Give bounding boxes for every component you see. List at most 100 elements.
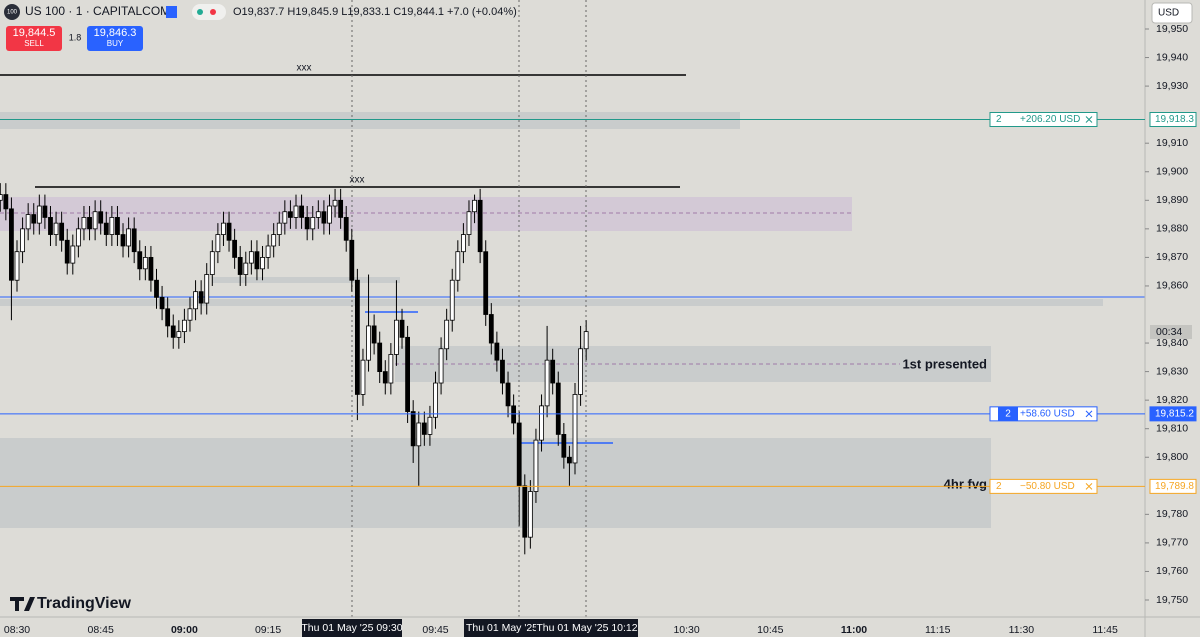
candle-body	[511, 405, 517, 424]
price-label: 19,815.2	[1155, 408, 1194, 419]
candle-body	[120, 234, 126, 247]
candle-body	[265, 245, 271, 258]
crosshair-label: Thu 01 May '25	[466, 622, 538, 634]
candle-body	[388, 354, 394, 384]
x-tick-label: 11:30	[1009, 624, 1035, 636]
candle-body	[159, 296, 165, 310]
candle-body	[583, 331, 589, 350]
annotation: 4hr fvg	[944, 476, 987, 491]
candle-body	[494, 342, 500, 361]
position-close[interactable]	[1085, 116, 1093, 123]
candle-body	[170, 325, 176, 338]
position-close[interactable]	[1085, 483, 1093, 490]
y-tick-label: 19,880	[1156, 223, 1188, 235]
candle-body	[327, 205, 332, 224]
candle-body	[81, 217, 87, 230]
sell-label: SELL	[24, 39, 44, 48]
candle-body	[505, 382, 511, 407]
candle-body	[198, 291, 204, 304]
candle-body	[410, 411, 416, 447]
candle-body	[271, 234, 277, 247]
candle-body	[377, 342, 383, 372]
candle-body	[36, 205, 42, 224]
candle-body	[477, 199, 483, 253]
candle-body	[567, 456, 572, 464]
status-dot	[197, 9, 203, 15]
candle-body	[142, 256, 148, 270]
annotation: 1st presented	[902, 356, 987, 371]
candle-body	[315, 211, 321, 218]
candle-body	[332, 199, 338, 207]
candle-body	[288, 211, 293, 218]
position-qty-bg	[998, 406, 1018, 421]
candle-body	[433, 382, 438, 418]
crosshair-label: Thu 01 May '25 09:30	[301, 622, 402, 634]
sell-button[interactable]	[6, 26, 62, 51]
y-tick-label: 19,830	[1156, 365, 1188, 377]
candle-body	[438, 348, 444, 384]
spread: 1.8	[69, 32, 82, 42]
candle-body	[460, 234, 466, 253]
x-tick-label: 08:45	[88, 624, 114, 636]
candle-body	[176, 331, 182, 338]
candle-body	[103, 222, 109, 235]
candle-body	[75, 228, 81, 247]
sell-price: 19,844.5	[13, 27, 56, 39]
candle-body	[53, 222, 59, 235]
candle-body	[343, 217, 349, 241]
candle-body	[98, 211, 104, 224]
symbol-icon-text: 100	[7, 10, 18, 16]
candle-body	[578, 348, 583, 395]
zone	[0, 438, 991, 528]
y-tick-label: 19,870	[1156, 251, 1188, 263]
crosshair-tag	[536, 619, 638, 637]
y-tick-label: 19,810	[1156, 422, 1188, 434]
candle-body	[444, 319, 450, 350]
candle-body	[561, 434, 567, 458]
candle-body	[20, 228, 25, 253]
annotation: xxx	[297, 63, 312, 74]
logo: TradingView	[37, 595, 132, 612]
candle-body	[232, 239, 238, 258]
logo-mark	[10, 597, 35, 611]
candle-body	[349, 239, 355, 281]
candle-body	[165, 308, 171, 327]
position-pnl: +58.60 USD	[1020, 408, 1075, 419]
y-tick-label: 19,760	[1156, 565, 1188, 577]
candle-body	[0, 194, 3, 201]
candle-body	[226, 222, 232, 241]
candle-body	[70, 245, 76, 264]
candle-body	[466, 211, 472, 235]
candle-body	[254, 251, 260, 270]
candle-body	[243, 262, 249, 275]
flag[interactable]	[166, 6, 177, 18]
buy-label: BUY	[107, 39, 124, 48]
candle-body	[310, 217, 316, 230]
candle-body	[293, 205, 299, 218]
crosshair-tag	[464, 619, 540, 637]
candle-body	[92, 211, 98, 230]
candle-body	[421, 422, 427, 435]
candle-body	[360, 359, 366, 395]
buy-button[interactable]	[87, 26, 143, 51]
candle-body	[472, 199, 477, 213]
candle-body	[276, 222, 282, 235]
y-tick-label: 19,750	[1156, 594, 1188, 606]
y-tick-label: 19,910	[1156, 137, 1188, 149]
candle-body	[550, 359, 556, 384]
y-tick-label: 19,860	[1156, 280, 1188, 292]
candle-body	[42, 205, 48, 218]
currency-select[interactable]	[1151, 2, 1193, 24]
candle-body	[416, 422, 422, 447]
position-close[interactable]	[1085, 410, 1093, 418]
candle-body	[48, 217, 53, 235]
candle-body	[248, 251, 254, 264]
y-tick-label: 19,950	[1156, 23, 1188, 35]
symbol[interactable]: US 100 · 1 · CAPITALCOM	[25, 4, 170, 18]
candle-body	[405, 336, 411, 412]
x-tick-label: 08:30	[4, 624, 30, 636]
zone	[0, 299, 1103, 306]
candle-body	[455, 251, 461, 281]
position-qty: 2	[996, 481, 1002, 492]
candle-body	[555, 382, 561, 435]
